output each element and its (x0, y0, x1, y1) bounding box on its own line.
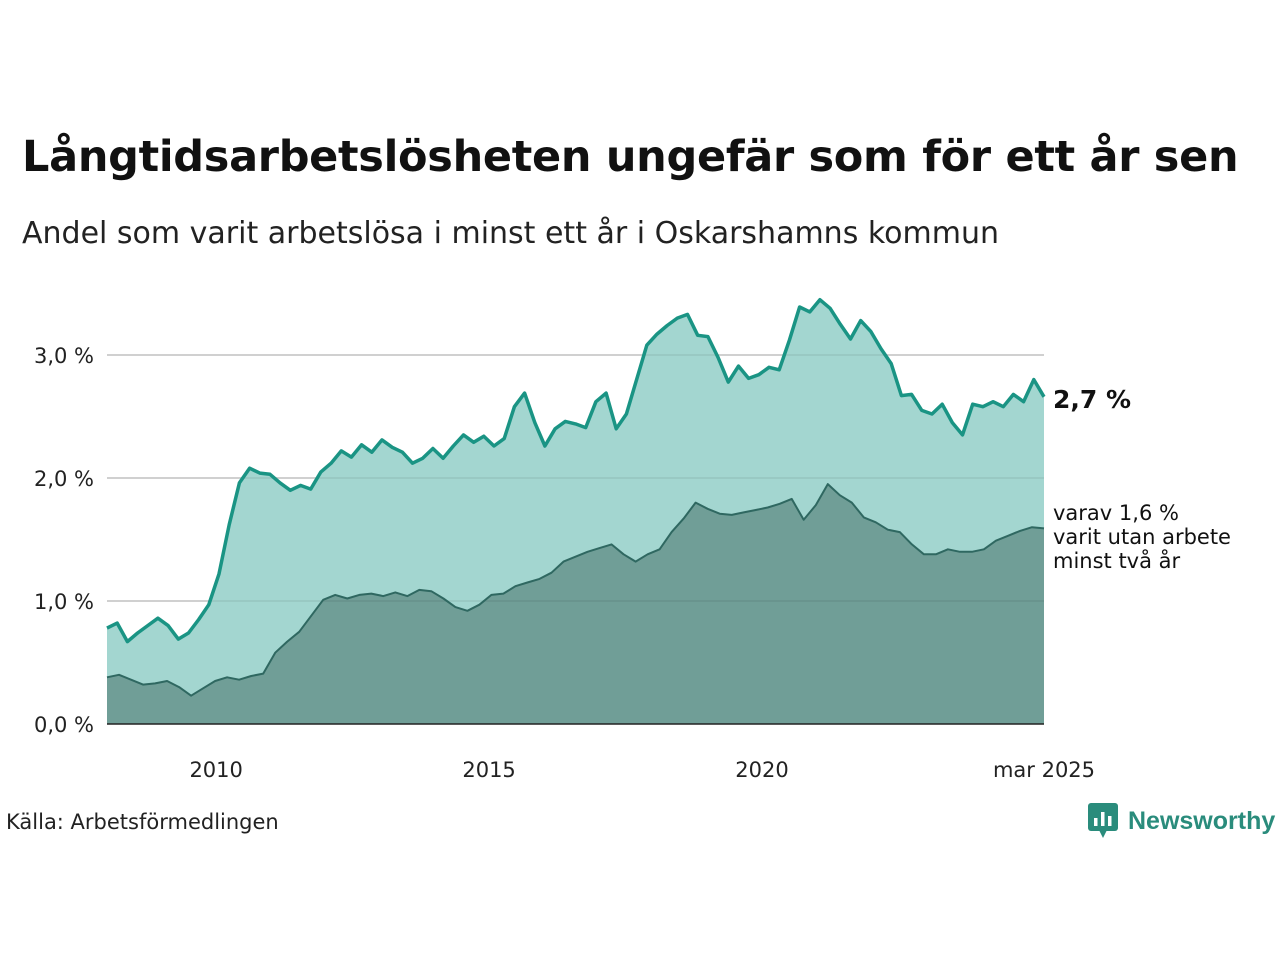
sub-value-label-line: minst två år (1053, 548, 1181, 573)
gridlines-overlay (107, 354, 1044, 725)
x-tick-label: mar 2025 (993, 758, 1095, 782)
main-value-label: 2,7 % (1053, 385, 1131, 414)
x-tick-label: 2020 (735, 758, 788, 782)
sub-value-label-line: varit utan arbete (1053, 525, 1231, 549)
y-tick-label: 0,0 % (34, 713, 94, 737)
y-tick-label: 3,0 % (34, 344, 94, 368)
sub-series-area (107, 484, 1044, 724)
sub-value-label-line: varav 1,6 % (1053, 501, 1179, 525)
x-tick-label: 2015 (462, 758, 515, 782)
main-series-line (106, 297, 1046, 644)
chart-subtitle: Andel som varit arbetslösa i minst ett å… (22, 216, 999, 251)
y-tick-label: 1,0 % (34, 590, 94, 614)
sub-series-line (106, 483, 1045, 697)
x-axis-ticks: 2010 2015 2020 mar 2025 (189, 758, 1095, 782)
y-tick-label: 2,0 % (34, 467, 94, 491)
chart-title: Långtidsarbetslösheten ungefär som för e… (22, 132, 1239, 182)
source-note: Källa: Arbetsförmedlingen (6, 810, 279, 834)
y-axis-ticks: 0,0 % 1,0 % 2,0 % 3,0 % (34, 344, 94, 737)
brand-name: Newsworthy (1128, 806, 1276, 835)
newsworthy-logo-icon (1088, 803, 1118, 838)
x-tick-label: 2010 (189, 758, 242, 782)
brand-logo: Newsworthy (1088, 803, 1275, 839)
